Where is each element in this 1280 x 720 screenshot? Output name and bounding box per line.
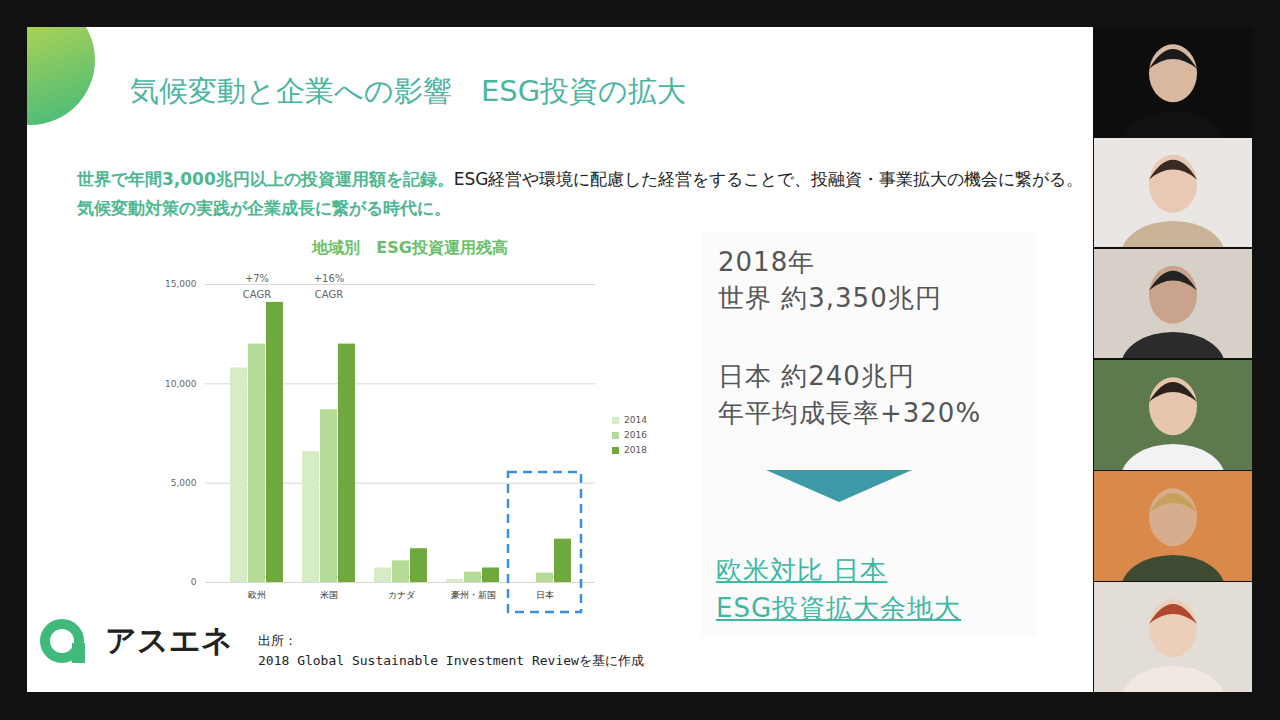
html-text:2018年: 2018年	[718, 247, 816, 277]
html-text:気候変動と企業への影響 ESG投資の拡大: 気候変動と企業への影響 ESG投資の拡大	[130, 74, 687, 108]
html-text:世界で年間3,000兆円以上の投資運用額を記録。ESG経営や: 世界で年間3,000兆円以上の投資運用額を記録。ESG経営や環境に配慮した経営を…	[77, 169, 1084, 189]
svg-text:カナダ: カナダ	[388, 590, 416, 600]
svg-text:豪州・新国: 豪州・新国	[451, 590, 496, 600]
html-text:日本 約240兆円: 日本 約240兆円	[718, 361, 915, 391]
svg-text:10,000: 10,000	[165, 379, 197, 389]
html-text:2014: 2014	[624, 415, 647, 425]
html-text:出所：: 出所：	[258, 633, 297, 648]
svg-text:+16%CAGR: +16%CAGR	[314, 273, 345, 300]
svg-text:+7%CAGR: +7%CAGR	[243, 273, 271, 300]
html-text:地域別 ESG投資運用残高: 地域別 ESG投資運用残高	[312, 238, 508, 257]
html-text:欧米対比 日本: 欧米対比 日本	[716, 555, 888, 585]
svg-text:日本: 日本	[536, 590, 554, 600]
html-text:2018 Global Sustainable Invest: 2018 Global Sustainable Investment Revie…	[258, 653, 644, 668]
html-text:ESG投資拡大余地大: ESG投資拡大余地大	[716, 593, 962, 623]
svg-text:5,000: 5,000	[171, 478, 197, 488]
html-text:2016: 2016	[624, 430, 647, 440]
html-text:2018: 2018	[624, 445, 647, 455]
html-text:世界 約3,350兆円: 世界 約3,350兆円	[718, 283, 942, 313]
html-text:アスエネ: アスエネ	[105, 622, 233, 658]
svg-text:欧州: 欧州	[248, 590, 266, 600]
html-text:気候変動対策の実践が企業成長に繋がる時代に。: 気候変動対策の実践が企業成長に繋がる時代に。	[77, 198, 451, 218]
svg-text:15,000: 15,000	[165, 279, 197, 289]
svg-text:0: 0	[191, 577, 197, 587]
svg-text:米国: 米国	[320, 590, 338, 600]
html-text:年平均成長率+320%: 年平均成長率+320%	[718, 398, 982, 428]
